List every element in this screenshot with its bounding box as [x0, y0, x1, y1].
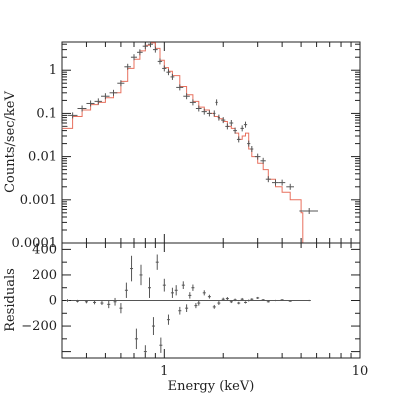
- spectrum-data-points: [61, 42, 318, 215]
- residuals-panel: 1 10 400 200 0 −200 Residuals Energy (keV): [3, 242, 368, 394]
- x-tick-label: 10: [352, 364, 369, 379]
- spectrum-y-tick-label: 0.0001: [12, 236, 58, 251]
- residuals-y-axis-label: Residuals: [3, 268, 18, 332]
- residuals-y-tick-label: 400: [32, 242, 57, 257]
- x-tick-label: 1: [160, 364, 168, 379]
- residuals-x-ticks: [61, 243, 361, 358]
- residuals-y-tick-label: 200: [32, 268, 57, 283]
- residuals-y-tick-label: −200: [21, 319, 57, 334]
- spectrum-panel: 1 0.1 0.01 0.001 0.0001 Counts/sec/keV: [3, 41, 361, 251]
- residuals-y-ticks: [62, 248, 360, 353]
- spectrum-x-ticks: [61, 42, 361, 243]
- residuals-x-tick-labels: 1 10: [160, 364, 368, 379]
- residuals-data-points: [65, 254, 311, 358]
- residuals-y-tick-label: 0: [49, 294, 57, 309]
- x-axis-label: Energy (keV): [168, 379, 255, 394]
- spectrum-y-tick-label: 0.01: [28, 150, 57, 165]
- spectrum-y-ticks: [62, 43, 360, 244]
- spectrum-y-tick-label: 0.001: [20, 193, 57, 208]
- spectrum-y-axis-label: Counts/sec/keV: [3, 91, 18, 193]
- spectrum-y-tick-labels: 1 0.1 0.01 0.001 0.0001: [12, 63, 58, 251]
- spectrum-y-tick-label: 0.1: [36, 106, 57, 121]
- spectrum-plot-frame: [61, 41, 361, 244]
- residuals-y-tick-labels: 400 200 0 −200: [21, 242, 57, 334]
- spectrum-y-tick-label: 1: [49, 63, 57, 78]
- model-curve: [62, 42, 304, 243]
